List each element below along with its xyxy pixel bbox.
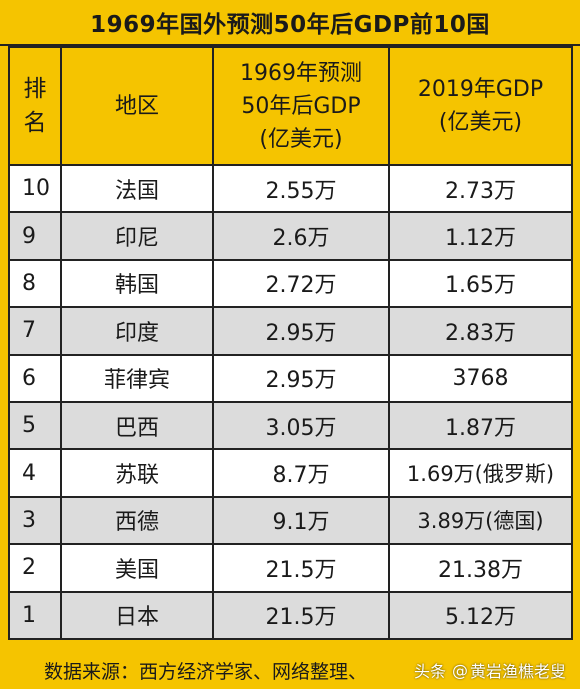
rank-cell: 4 (8, 448, 62, 498)
gdp-2019-cell: 1.65万 (388, 258, 573, 309)
header-gdp-2019-line-2: (亿美元) (438, 110, 523, 135)
gdp-2019-cell: 5.12万 (388, 590, 573, 640)
table-row: 2 美国 21.5万 21.38万 (8, 543, 573, 593)
header-gdp-2019-line-1: 2019年GDP (417, 77, 544, 102)
gdp-2019-cell: 2.83万 (388, 306, 573, 356)
prediction-cell: 2.72万 (212, 258, 390, 309)
data-source-note: 数据来源：西方经济学家、网络整理、 (0, 652, 580, 689)
header-prediction-line-3: (亿美元) (259, 126, 343, 152)
gdp-2019-cell: 21.38万 (388, 543, 573, 593)
region-cell: 日本 (60, 590, 214, 640)
prediction-cell: 2.55万 (212, 163, 390, 214)
table-row: 3 西德 9.1万 3.89万(德国) (8, 495, 573, 546)
region-cell: 菲律宾 (60, 353, 214, 403)
region-cell: 苏联 (60, 448, 214, 498)
table-row: 8 韩国 2.72万 1.65万 (8, 258, 573, 309)
header-gdp-2019: 2019年GDP (亿美元) (388, 46, 573, 166)
prediction-cell: 8.7万 (212, 448, 390, 498)
region-cell: 法国 (60, 163, 214, 214)
table-row: 5 巴西 3.05万 1.87万 (8, 400, 573, 451)
rank-cell: 9 (8, 211, 62, 261)
table-row: 9 印尼 2.6万 1.12万 (8, 211, 573, 261)
table-header-row: 排 名 地区 1969年预测 50年后GDP (亿美元) 2019年GDP (亿… (8, 46, 573, 166)
table-row: 10 法国 2.55万 2.73万 (8, 163, 573, 214)
gdp-2019-cell: 1.69万(俄罗斯) (388, 448, 573, 498)
watermark: 头条 @ 黄岩渔樵老叟 (414, 658, 566, 682)
prediction-cell: 2.95万 (212, 306, 390, 356)
prediction-cell: 2.95万 (212, 353, 390, 403)
header-prediction-line-2: 50年后GDP (241, 93, 361, 119)
prediction-cell: 3.05万 (212, 400, 390, 451)
region-cell: 美国 (60, 543, 214, 593)
gdp-table: 排 名 地区 1969年预测 50年后GDP (亿美元) 2019年GDP (亿… (8, 46, 573, 640)
table-row: 6 菲律宾 2.95万 3768 (8, 353, 573, 403)
gdp-2019-cell: 1.12万 (388, 211, 573, 261)
gdp-2019-cell: 1.87万 (388, 400, 573, 451)
rank-cell: 6 (8, 353, 62, 403)
table-row: 7 印度 2.95万 2.83万 (8, 306, 573, 356)
watermark-brand: 头条 (413, 662, 446, 681)
rank-cell: 10 (8, 163, 62, 214)
header-prediction: 1969年预测 50年后GDP (亿美元) (212, 46, 390, 166)
header-rank: 排 名 (8, 46, 62, 166)
region-cell: 印尼 (60, 211, 214, 261)
table-row: 1 日本 21.5万 5.12万 (8, 590, 573, 640)
header-rank-line-2: 名 (23, 110, 47, 136)
rank-cell: 8 (8, 258, 62, 309)
rank-cell: 7 (8, 306, 62, 356)
prediction-cell: 9.1万 (212, 495, 390, 546)
header-region: 地区 (60, 46, 214, 166)
page-title: 1969年国外预测50年后GDP前10国 (0, 0, 580, 46)
region-cell: 印度 (60, 306, 214, 356)
header-prediction-line-1: 1969年预测 (240, 60, 362, 86)
rank-cell: 3 (8, 495, 62, 546)
rank-cell: 2 (8, 543, 62, 593)
gdp-2019-cell: 3768 (388, 353, 573, 403)
gdp-2019-cell: 2.73万 (388, 163, 573, 214)
at-icon: @ (451, 660, 468, 680)
region-cell: 巴西 (60, 400, 214, 451)
rank-cell: 1 (8, 590, 62, 640)
gdp-2019-cell: 3.89万(德国) (388, 495, 573, 546)
prediction-cell: 21.5万 (212, 543, 390, 593)
rank-cell: 5 (8, 400, 62, 451)
table-row: 4 苏联 8.7万 1.69万(俄罗斯) (8, 448, 573, 498)
region-cell: 韩国 (60, 258, 214, 309)
prediction-cell: 21.5万 (212, 590, 390, 640)
watermark-handle: 黄岩渔樵老叟 (469, 662, 566, 681)
prediction-cell: 2.6万 (212, 211, 390, 261)
region-cell: 西德 (60, 495, 214, 546)
header-rank-line-1: 排 (23, 76, 47, 102)
